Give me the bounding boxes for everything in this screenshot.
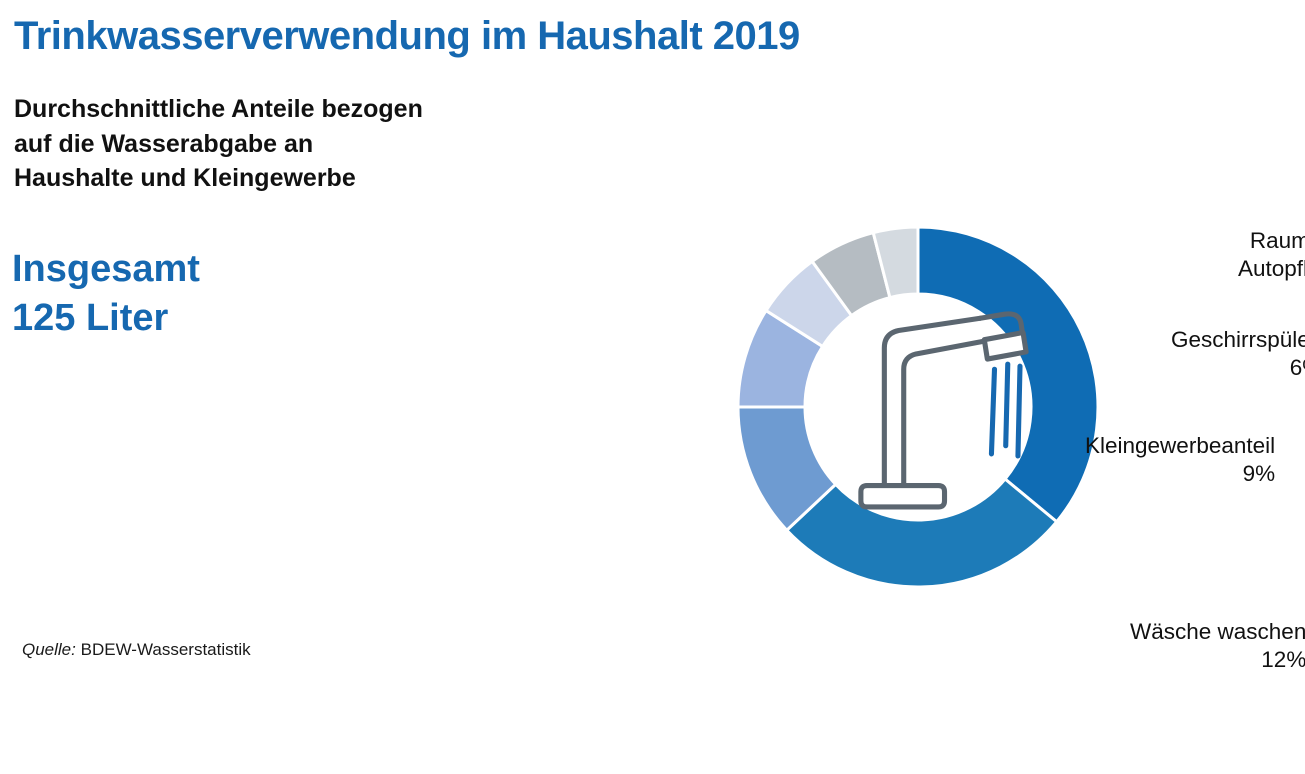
- slice-label-waesche-waschen-value: 12%: [1261, 647, 1305, 673]
- page-title: Trinkwasserverwendung im Haushalt 2019: [14, 14, 800, 58]
- slice-label-geschirrspuelen-value: 6%: [1289, 355, 1305, 381]
- source-label: Quelle:: [22, 640, 76, 659]
- slice-label-geschirrspuelen: Geschirrspülen 6%: [1171, 326, 1305, 383]
- total-consumption-callout: Insgesamt 125 Liter: [12, 245, 200, 342]
- donut-hole: [805, 294, 1031, 520]
- slice-label-kleingewerbeanteil-line-1: Kleingewerbeanteil: [1085, 433, 1276, 458]
- slice-label-raumreinigung-line-1: Raumreinigung/: [1249, 228, 1305, 253]
- slice-label-geschirrspuelen-line-1: Geschirrspülen: [1171, 327, 1305, 352]
- slice-label-kleingewerbeanteil: Kleingewerbeanteil 9%: [1085, 432, 1275, 489]
- faucet-icon: [858, 311, 1029, 510]
- donut-slice-group: [736, 225, 1100, 589]
- donut-chart: Raumreinigung/ Autopflege/Garten 6% Gesc…: [638, 127, 1305, 687]
- chart-subtitle: Durchschnittliche Anteile bezogen auf di…: [14, 92, 554, 196]
- donut-slice[interactable]: [916, 225, 1100, 524]
- source-note: Quelle: BDEW-Wasserstatistik: [22, 640, 251, 660]
- source-text: BDEW-Wasserstatistik: [80, 640, 251, 659]
- slice-label-waesche-waschen-line-1: Wäsche waschen: [1130, 619, 1305, 644]
- slice-label-waesche-waschen: Wäsche waschen 12%: [1130, 618, 1305, 675]
- chart-subtitle-line-1: Durchschnittliche Anteile bezogen: [14, 95, 423, 123]
- slice-label-raumreinigung-value: 6%: [1238, 284, 1305, 312]
- slice-label-raumreinigung: Raumreinigung/ Autopflege/Garten 6%: [1238, 227, 1305, 312]
- chart-subtitle-line-2: auf die Wasserabgabe an: [14, 129, 314, 158]
- total-label: Insgesamt: [12, 248, 200, 290]
- total-value: 125 Liter: [12, 296, 169, 339]
- slice-label-kleingewerbeanteil-value: 9%: [1242, 461, 1276, 487]
- donut-chart-svg: [736, 225, 1100, 589]
- slice-label-raumreinigung-line-2: Autopflege/Garten: [1238, 256, 1305, 282]
- chart-subtitle-line-3: Haushalte und Kleingewerbe: [14, 164, 356, 192]
